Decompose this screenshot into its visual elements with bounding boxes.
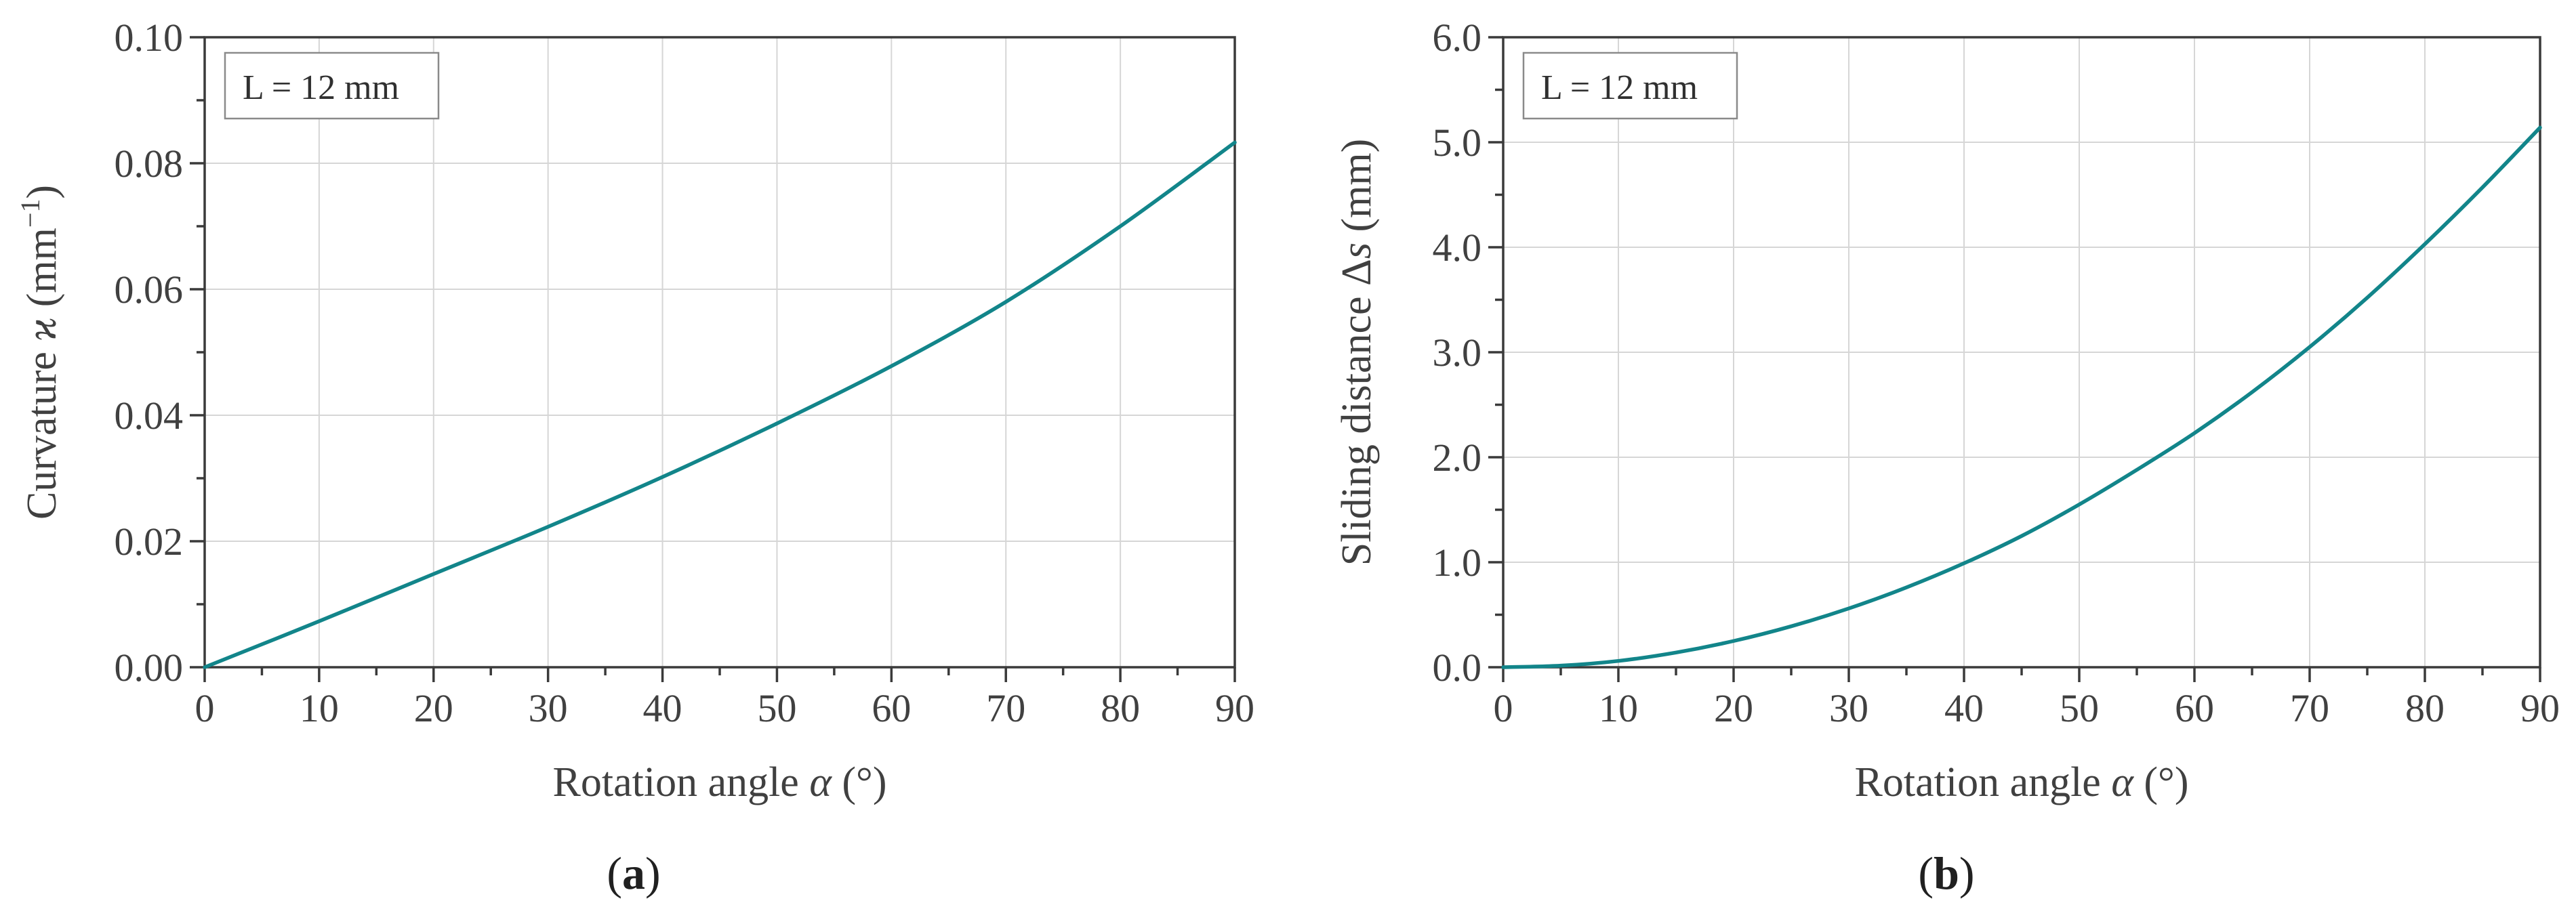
- series-group-a: [203, 140, 1237, 669]
- y-tick-labels-b: 0.0 1.0 2.0 3.0 4.0 5.0 6.0: [1433, 16, 1482, 690]
- x-tick-label: 40: [1944, 686, 1984, 730]
- legend-box-a: [224, 51, 440, 120]
- y-tick-label: 0.06: [115, 268, 184, 312]
- x-tick-label: 10: [1599, 686, 1638, 730]
- y-tick-label: 2.0: [1433, 436, 1482, 480]
- x-tick-label: 0: [1494, 686, 1513, 730]
- x-tick-label: 40: [643, 686, 682, 730]
- x-tick-label: 50: [757, 686, 796, 730]
- x-tick-label: 50: [2060, 686, 2099, 730]
- series-group-b: [1501, 125, 2542, 669]
- y-tick-label: 6.0: [1433, 16, 1482, 60]
- legend-b: L = 12 mm: [1522, 51, 1738, 120]
- y-tick-label: 0.04: [115, 394, 184, 438]
- x-tick-label: 70: [2290, 686, 2329, 730]
- x-tick-labels-b: 0 10 20 30 40 50 60 70 80 90: [1494, 686, 2560, 730]
- x-tick-label: 60: [872, 686, 911, 730]
- x-tick-label: 20: [414, 686, 453, 730]
- panel-label-a: (a): [607, 847, 660, 899]
- x-tick-label: 60: [2175, 686, 2214, 730]
- grid-a: [205, 37, 1235, 667]
- x-tick-label: 90: [2520, 686, 2560, 730]
- plot-frame-a: [203, 36, 1236, 669]
- x-axis-title-a: Rotation angle α (°): [553, 759, 887, 805]
- ticks-b: [1488, 36, 2541, 682]
- y-tick-label: 3.0: [1433, 331, 1482, 375]
- chart-panel-b: 0 10 20 30 40 50 60 70 80 90 0.0 1.0 2.0 3.0 4.0 5.0 6.…: [1334, 16, 2560, 899]
- x-tick-label: 10: [300, 686, 339, 730]
- y-tick-label: 0.00: [115, 646, 184, 690]
- series-line-b-0: [1501, 125, 2542, 669]
- x-axis-title-b: Rotation angle α (°): [1855, 759, 2189, 805]
- x-tick-label: 30: [1829, 686, 1868, 730]
- y-tick-labels-a: 0.00 0.02 0.04 0.06 0.08 0.10: [115, 16, 184, 690]
- grid-b: [1503, 37, 2540, 667]
- ticks-a: [190, 36, 1236, 682]
- x-tick-labels-a: 0 10 20 30 40 50 60 70 80 90: [195, 686, 1255, 730]
- x-tick-label: 30: [529, 686, 568, 730]
- panel-label-b: (b): [1918, 847, 1974, 899]
- y-tick-label: 1.0: [1433, 541, 1482, 585]
- legend-a: L = 12 mm: [224, 51, 440, 120]
- chart-panel-a: 0 10 20 30 40 50 60 70 80 90 0.00 0.02 0.04 0.06 0.08…: [15, 16, 1254, 899]
- x-tick-label: 20: [1714, 686, 1753, 730]
- x-tick-label: 70: [986, 686, 1025, 730]
- y-tick-label: 0.08: [115, 142, 184, 186]
- legend-text-b: L = 12 mm: [1541, 68, 1698, 107]
- legend-box-b: [1522, 51, 1738, 120]
- x-tick-label: 80: [1101, 686, 1140, 730]
- series-line-a-0: [203, 140, 1237, 669]
- x-tick-label: 80: [2405, 686, 2445, 730]
- x-tick-label: 90: [1215, 686, 1254, 730]
- y-tick-label: 4.0: [1433, 226, 1482, 270]
- legend-text-a: L = 12 mm: [243, 68, 399, 107]
- y-tick-label: 5.0: [1433, 121, 1482, 165]
- y-tick-label: 0.10: [115, 16, 184, 60]
- y-axis-title-a: Curvature ϰ (mm−1): [15, 185, 65, 520]
- y-tick-label: 0.0: [1433, 646, 1482, 690]
- x-tick-label: 0: [195, 686, 215, 730]
- y-tick-label: 0.02: [115, 520, 184, 564]
- y-axis-title-b: Sliding distance Δs (mm): [1334, 139, 1380, 566]
